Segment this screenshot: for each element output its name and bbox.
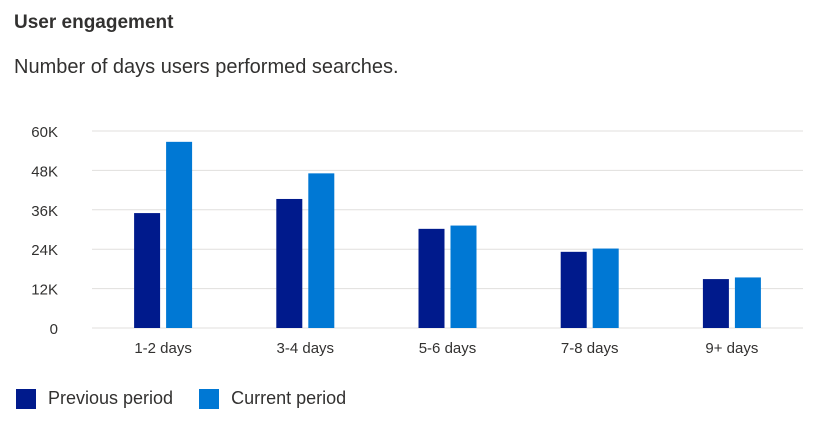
chart-subtitle: Number of days users performed searches.: [14, 56, 399, 78]
y-tick-label: 48K: [31, 163, 58, 180]
bar-current-period: [734, 277, 761, 328]
bar-current-period: [308, 173, 335, 328]
y-tick-label: 36K: [31, 203, 58, 220]
legend-item-previous[interactable]: Previous period: [16, 388, 173, 409]
legend-label-current: Current period: [231, 388, 347, 408]
bar-previous-period: [702, 279, 729, 328]
bar-previous-period: [134, 213, 161, 328]
legend-swatch-previous: [16, 388, 36, 409]
bar-previous-period: [560, 251, 587, 328]
bar-current-period: [592, 248, 619, 328]
y-tick-label: 60K: [31, 124, 58, 141]
x-tick-label: 5-6 days: [419, 340, 477, 357]
x-axis: 1-2 days 3-4 days 5-6 days 7-8 days 9+ days: [134, 340, 758, 357]
bar-previous-period: [418, 228, 445, 328]
bar-current-period: [450, 225, 477, 328]
bars: [134, 141, 761, 328]
bar-current-period: [166, 141, 193, 328]
x-tick-label: 9+ days: [705, 340, 758, 357]
x-tick-label: 7-8 days: [561, 340, 619, 357]
bar-chart: 0 12K 24K 36K 48K 60K 1-2 days 3-4 days 5-6 day…: [31, 124, 803, 357]
legend-item-current[interactable]: Current period: [199, 388, 346, 409]
x-tick-label: 1-2 days: [134, 340, 192, 357]
y-tick-label: 0: [50, 321, 58, 338]
legend: Previous period Current period: [16, 388, 372, 409]
legend-swatch-current: [199, 388, 220, 409]
x-tick-label: 3-4 days: [277, 340, 335, 357]
y-tick-label: 24K: [31, 242, 58, 259]
y-axis: 0 12K 24K 36K 48K 60K: [31, 124, 58, 338]
y-tick-label: 12K: [31, 282, 58, 299]
legend-label-previous: Previous period: [48, 388, 174, 408]
grid-layer: [92, 130, 803, 329]
bar-previous-period: [276, 198, 303, 328]
chart-title: User engagement: [14, 12, 174, 33]
